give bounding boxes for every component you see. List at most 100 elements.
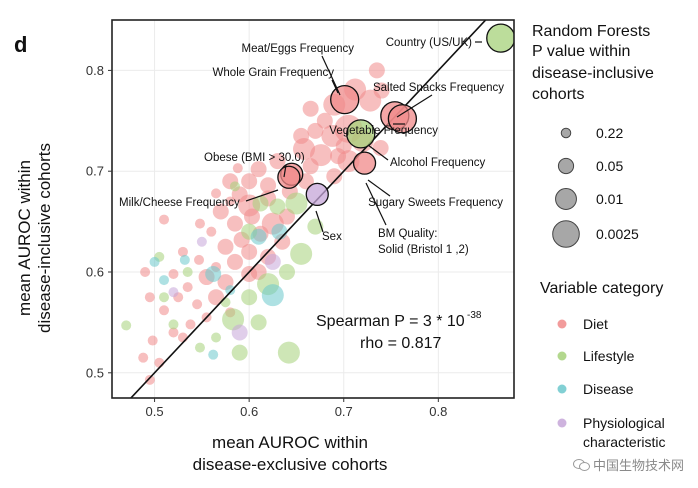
size-legend-title-line-3: disease-inclusive [532,65,654,82]
data-point [147,335,158,346]
data-point [159,214,170,225]
stats-rho: rho = 0.817 [360,335,442,352]
data-point [168,327,179,338]
highlighted-point [277,165,301,189]
data-point [154,357,165,368]
data-point [250,161,267,178]
data-points [121,20,514,398]
highlighted-point [330,84,360,115]
data-point [269,153,286,170]
axes: 0.5 0.6 0.7 0.8 0.5 0.6 0.7 0.8 [86,63,447,419]
data-point [260,177,277,194]
data-point [159,292,170,303]
data-point [217,238,234,255]
x-tick-label: 0.7 [335,404,353,419]
data-point [372,140,389,157]
data-point [211,188,222,199]
data-point [168,287,179,298]
color-legend-label: Diet [583,316,608,332]
data-point [368,62,385,79]
annotation-label: Whole Grain Frequency [213,67,335,79]
data-point [208,289,225,306]
color-legend-label: characteristic [583,434,665,450]
highlighted-point [346,119,376,149]
data-point [185,319,196,330]
x-tick-label: 0.8 [429,404,447,419]
data-point [373,82,390,99]
data-point [182,282,193,293]
data-point [316,112,333,129]
annotation-label: Sex [322,231,342,243]
y-tick-label: 0.6 [86,265,104,280]
plot-border [111,19,515,399]
annotation-label: Country (US/UK) [386,37,472,49]
size-legend-label: 0.01 [596,191,623,207]
stats-spearman-p: Spearman P = 3 * 10 [316,313,465,330]
annotation-leader-line [315,210,324,233]
annotation-leader-line [245,189,279,202]
highlighted-point [352,151,377,175]
size-legend-label: 0.05 [596,158,623,174]
data-point [229,181,240,192]
data-point [138,352,149,363]
data-point [241,243,258,260]
data-point [241,289,258,306]
size-legend: Random Forests P value within disease-in… [532,23,654,248]
data-point [226,253,243,270]
data-point [231,344,248,361]
annotation-leader-line [367,179,391,197]
data-point [121,320,132,331]
size-legend-key [560,127,572,139]
y-axis-title-line-2: disease-inclusive cohorts [35,143,54,333]
data-point [144,292,155,303]
annotation-leader-line [283,164,287,178]
data-point [220,297,231,308]
data-point [277,341,300,364]
data-point [149,256,160,267]
data-point [293,127,310,144]
size-legend-label: 0.0025 [596,226,639,242]
point-annotations: Country (US/UK) Meat/Eggs Frequency Whole … [119,37,504,256]
annotation-leader-line [365,182,387,226]
size-legend-key [557,157,575,175]
data-point [144,374,155,385]
data-point [206,226,217,237]
annotation-label: Obese (BMI > 30.0) [204,152,305,164]
data-point [196,236,207,247]
color-legend-label: Lifestyle [583,348,635,364]
data-point [264,253,281,270]
data-point [194,218,205,229]
color-legend-key [557,418,567,428]
data-point [211,332,222,343]
annotation-label: Sugary Sweets Frequency [368,197,503,209]
data-point [225,285,236,296]
data-point [243,208,260,225]
data-point [307,122,324,139]
wechat-icon [572,458,590,471]
annotation-label: Milk/Cheese Frequency [119,197,240,209]
data-point [205,266,222,283]
data-point [192,299,203,310]
data-point [140,267,151,277]
x-axis-title-line-1: mean AUROC within [212,433,368,452]
data-point [194,342,205,353]
color-legend-label: Disease [583,381,634,397]
y-tick-label: 0.7 [86,164,104,179]
color-legend-key [557,351,567,361]
annotation-leader-line [367,144,389,161]
size-legend-key [555,188,577,210]
data-point [290,242,313,265]
y-axis-title: mean AUROC within disease-inclusive coho… [15,143,54,333]
highlighted-point [305,182,329,207]
size-legend-title-line-2: P value within [532,43,630,60]
stats-spearman-exponent: -38 [467,310,482,321]
stats-annotation: Spearman P = 3 * 10 -38 rho = 0.817 [316,310,482,352]
annotation-label: Alcohol Frequency [390,157,485,169]
data-point [302,100,319,117]
data-point [293,138,316,161]
plot-area: Country (US/UK) Meat/Eggs Frequency Whole … [86,19,515,419]
data-point [302,158,319,175]
color-legend-key [557,384,567,394]
watermark-text: 中国生物技术网 [592,458,684,473]
